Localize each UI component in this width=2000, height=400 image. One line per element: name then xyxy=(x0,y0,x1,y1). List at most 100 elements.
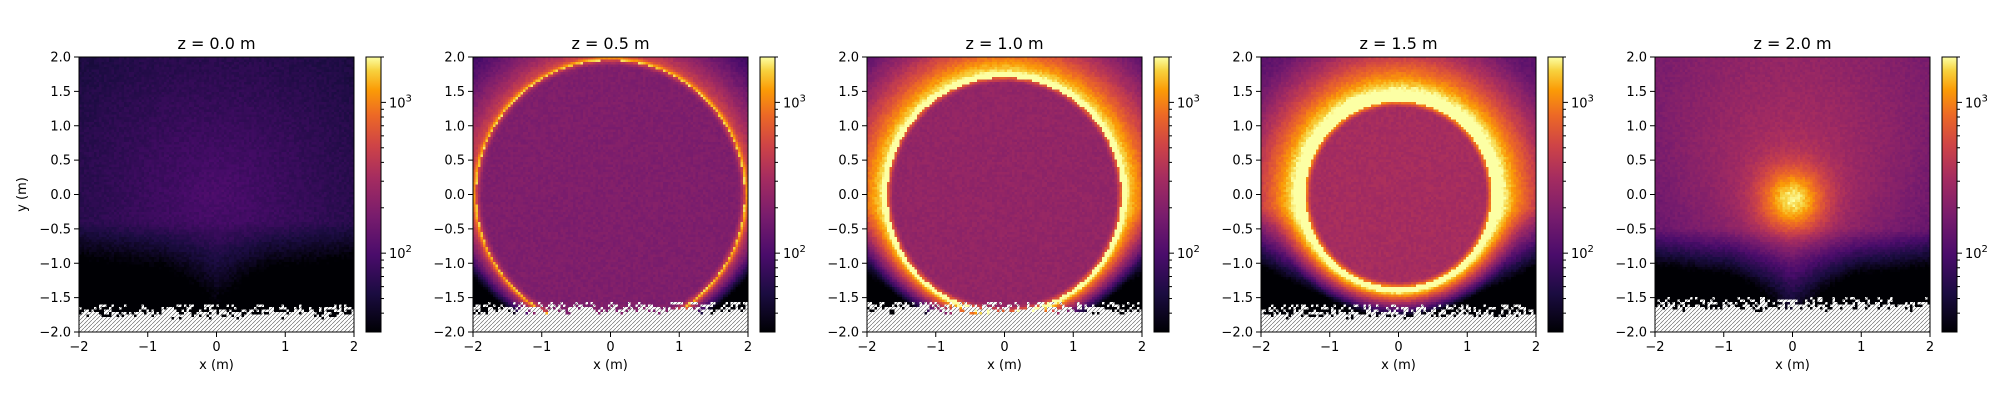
y-tick-label: 1.0 xyxy=(1626,119,1647,134)
y-tick-label: −2.0 xyxy=(39,326,71,341)
panel-1: z = 0.5 m −2 −1 0 1 2 x (m) −2.0 −1.5 −1.0 −0.5 0.0… xyxy=(433,34,806,373)
x-axis-label: x (m) xyxy=(1775,358,1810,373)
y-tick-label: 0.5 xyxy=(50,154,71,169)
panel-title: z = 0.0 m xyxy=(177,34,255,53)
colorbar-tick-exponent: 3 xyxy=(800,93,806,104)
x-axis-label: x (m) xyxy=(593,358,628,373)
y-tick-label: −0.5 xyxy=(827,222,859,237)
y-tick-label: −2.0 xyxy=(433,326,465,341)
y-tick-label: 1.0 xyxy=(838,119,859,134)
y-tick-label: −1.0 xyxy=(433,257,465,272)
x-tick-label: 0 xyxy=(1000,340,1008,355)
colorbar-tick-exponent: 2 xyxy=(406,244,412,255)
y-axis-label: y (m) xyxy=(15,177,30,212)
y-tick-label: −0.5 xyxy=(433,222,465,237)
y-tick-label: 1.0 xyxy=(50,119,71,134)
colorbar-tick-exponent: 3 xyxy=(1982,93,1988,104)
x-tick-label: 1 xyxy=(675,340,683,355)
y-tick-label: 0.0 xyxy=(50,188,71,203)
colorbar-tick-label: 103 xyxy=(783,93,806,111)
y-tick-label: 0.5 xyxy=(1626,154,1647,169)
y-tick-label: 1.5 xyxy=(838,85,859,100)
y-tick-label: −0.5 xyxy=(1221,222,1253,237)
y-tick-label: 2.0 xyxy=(1232,51,1253,66)
x-tick-label: −1 xyxy=(1320,340,1339,355)
y-tick-label: −1.5 xyxy=(433,291,465,306)
x-tick-label: 0 xyxy=(1394,340,1402,355)
y-tick-label: 2.0 xyxy=(1626,51,1647,66)
y-tick-label: 2.0 xyxy=(50,51,71,66)
y-tick-label: 1.5 xyxy=(1626,85,1647,100)
panel-title: z = 0.5 m xyxy=(571,34,649,53)
heatmap-image xyxy=(473,57,748,332)
colorbar-tick-label: 102 xyxy=(783,244,806,262)
colorbar-tick-exponent: 2 xyxy=(800,244,806,255)
colorbar-tick-label: 103 xyxy=(1571,93,1594,111)
x-tick-label: 2 xyxy=(1138,340,1146,355)
panel-title: z = 2.0 m xyxy=(1753,34,1831,53)
x-tick-label: −2 xyxy=(463,340,482,355)
x-tick-label: −2 xyxy=(1645,340,1664,355)
y-tick-label: −0.5 xyxy=(1615,222,1647,237)
heatmap-image xyxy=(1655,57,1930,332)
y-tick-label: 1.5 xyxy=(444,85,465,100)
y-tick-label: 0.0 xyxy=(1626,188,1647,203)
x-axis-label: x (m) xyxy=(1381,358,1416,373)
panel-0: z = 0.0 m −2 −1 0 1 2 x (m) −2.0 −1.5 −1.0 −0.5 0.0… xyxy=(15,34,412,373)
y-tick-label: −2.0 xyxy=(1615,326,1647,341)
x-tick-label: 1 xyxy=(281,340,289,355)
x-tick-label: −1 xyxy=(532,340,551,355)
colorbar xyxy=(365,56,382,333)
y-tick-label: 1.5 xyxy=(1232,85,1253,100)
x-tick-label: 0 xyxy=(606,340,614,355)
panel-4: z = 2.0 m −2 −1 0 1 2 x (m) −2.0 −1.5 −1.0 −0.5 0.0… xyxy=(1615,34,1988,373)
colorbar-tick-exponent: 2 xyxy=(1588,244,1594,255)
x-tick-label: 2 xyxy=(350,340,358,355)
x-tick-label: 1 xyxy=(1069,340,1077,355)
colorbar xyxy=(1153,56,1170,333)
panel-title: z = 1.0 m xyxy=(965,34,1043,53)
y-tick-label: 1.0 xyxy=(1232,119,1253,134)
x-tick-label: 1 xyxy=(1463,340,1471,355)
x-tick-label: −1 xyxy=(926,340,945,355)
colorbar-tick-exponent: 2 xyxy=(1194,244,1200,255)
x-tick-label: 1 xyxy=(1857,340,1865,355)
panel-2: z = 1.0 m −2 −1 0 1 2 x (m) −2.0 −1.5 −1.0 −0.5 0.0… xyxy=(827,34,1200,373)
colorbar-tick-exponent: 3 xyxy=(406,93,412,104)
x-tick-label: 0 xyxy=(1788,340,1796,355)
y-tick-label: −0.5 xyxy=(39,222,71,237)
colorbar-tick-label: 103 xyxy=(1177,93,1200,111)
y-tick-label: 0.5 xyxy=(444,154,465,169)
colorbar-tick-label: 102 xyxy=(1177,244,1200,262)
y-tick-label: −2.0 xyxy=(827,326,859,341)
y-tick-label: 0.0 xyxy=(1232,188,1253,203)
colorbar xyxy=(759,56,776,333)
y-tick-label: −1.5 xyxy=(827,291,859,306)
y-tick-label: −2.0 xyxy=(1221,326,1253,341)
colorbar-tick-exponent: 3 xyxy=(1588,93,1594,104)
x-tick-label: −1 xyxy=(138,340,157,355)
x-tick-label: −2 xyxy=(1251,340,1270,355)
heatmap-image xyxy=(867,57,1142,332)
colorbar-tick-label: 103 xyxy=(1965,93,1988,111)
y-tick-label: 0.0 xyxy=(444,188,465,203)
panel-title: z = 1.5 m xyxy=(1359,34,1437,53)
y-tick-label: 1.0 xyxy=(444,119,465,134)
x-tick-label: 2 xyxy=(744,340,752,355)
colorbar-tick-label: 102 xyxy=(1571,244,1594,262)
x-axis-label: x (m) xyxy=(199,358,234,373)
y-tick-label: 0.0 xyxy=(838,188,859,203)
colorbar-tick-exponent: 2 xyxy=(1982,244,1988,255)
y-tick-label: 2.0 xyxy=(444,51,465,66)
y-tick-label: −1.5 xyxy=(1221,291,1253,306)
y-tick-label: −1.0 xyxy=(39,257,71,272)
y-tick-label: −1.0 xyxy=(1615,257,1647,272)
y-tick-label: 0.5 xyxy=(838,154,859,169)
y-tick-label: −1.5 xyxy=(39,291,71,306)
x-tick-label: 2 xyxy=(1926,340,1934,355)
x-tick-label: −2 xyxy=(857,340,876,355)
x-tick-label: 0 xyxy=(212,340,220,355)
colorbar-tick-label: 103 xyxy=(389,93,412,111)
x-tick-label: 2 xyxy=(1532,340,1540,355)
